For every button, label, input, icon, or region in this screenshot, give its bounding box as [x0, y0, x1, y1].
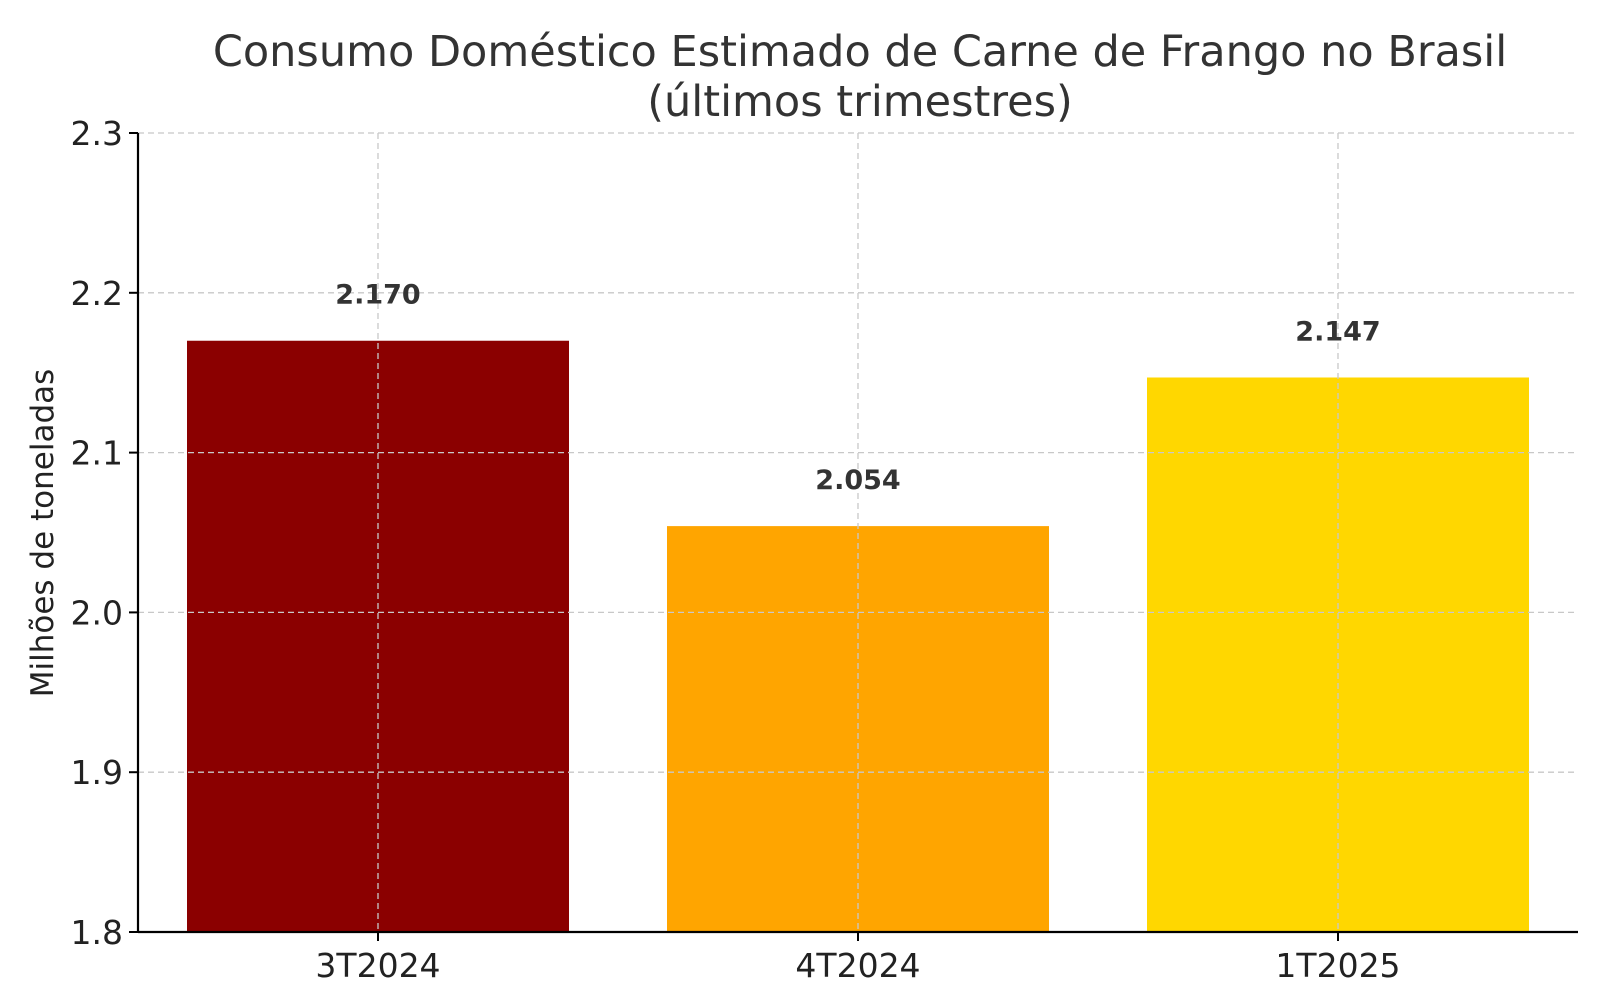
data-label-3T2024: 2.170 — [335, 280, 420, 311]
bars — [187, 340, 1529, 932]
labels: 1.8 1.9 2.0 2.1 2.2 2.3 3T2024 4T2024 1T2025 2.17… — [71, 114, 1401, 985]
y-tick-label: 2.0 — [71, 593, 123, 632]
axes — [129, 132, 1578, 941]
x-tick-label: 3T2024 — [315, 946, 440, 985]
chart-subtitle: (últimos trimestres) — [647, 77, 1073, 127]
data-label-4T2024: 2.054 — [815, 465, 900, 496]
y-axis-label: Milhões de toneladas — [25, 369, 61, 698]
y-tick-label: 2.1 — [71, 434, 123, 473]
y-tick-label: 2.2 — [71, 274, 123, 313]
y-tick-label: 2.3 — [71, 114, 123, 153]
data-label-1T2025: 2.147 — [1295, 316, 1380, 347]
chart-title: Consumo Doméstico Estimado de Carne de F… — [213, 27, 1507, 77]
x-tick-label: 4T2024 — [795, 946, 920, 985]
y-tick-label: 1.8 — [71, 913, 123, 952]
x-tick-label: 1T2025 — [1275, 946, 1400, 985]
y-tick-label: 1.9 — [71, 753, 123, 792]
